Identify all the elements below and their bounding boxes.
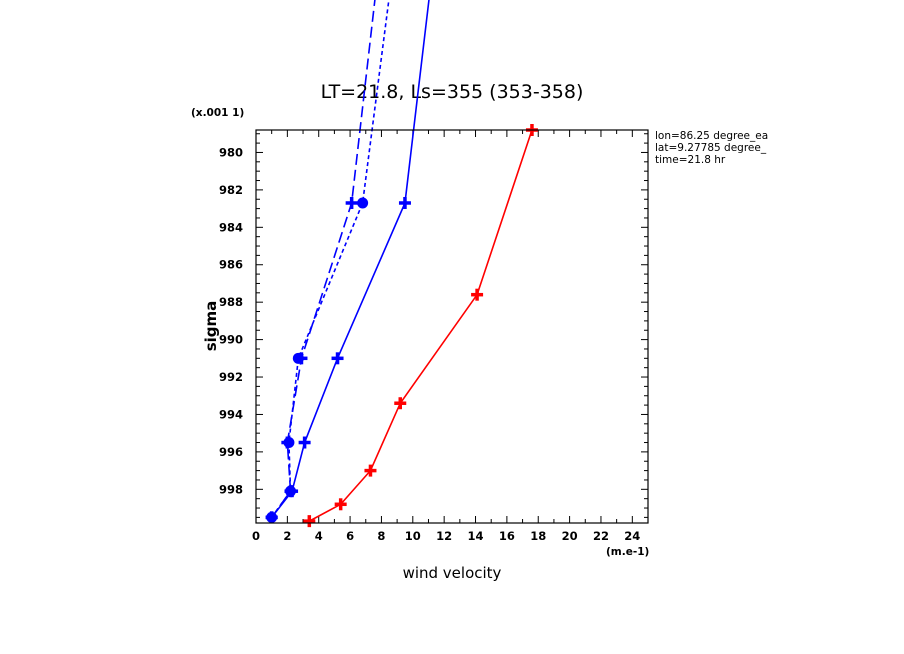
data-point xyxy=(394,397,407,410)
y-axis-label: sigma xyxy=(202,301,220,352)
plot-frame xyxy=(255,129,649,524)
x-tick-label: 8 xyxy=(377,529,385,543)
x-axis-label: wind velocity xyxy=(403,564,502,582)
y-tick-label: 994 xyxy=(219,407,243,421)
x-tick-label: 12 xyxy=(436,529,452,543)
info-line: lat=9.27785 degree_ xyxy=(655,142,767,154)
y-tick-label: 992 xyxy=(219,370,243,384)
data-point xyxy=(303,515,316,528)
data-point xyxy=(295,352,308,365)
x-tick-label: 22 xyxy=(593,529,609,543)
chart-title: LT=21.8, Ls=355 (353-358) xyxy=(321,81,584,103)
x-tick-label: 16 xyxy=(499,529,515,543)
x-units-label: (m.e-1) xyxy=(606,546,649,558)
data-point xyxy=(398,196,411,209)
y-tick-label: 998 xyxy=(219,482,243,496)
data-point xyxy=(281,436,294,449)
y-tick-label: 984 xyxy=(219,220,243,234)
data-point xyxy=(364,464,377,477)
data-point xyxy=(284,485,297,498)
series-line xyxy=(308,129,533,522)
x-tick-label: 4 xyxy=(315,529,323,543)
y-tick-label: 982 xyxy=(219,183,243,197)
series-1 xyxy=(303,124,538,528)
data-point xyxy=(345,196,358,209)
data-point xyxy=(331,352,344,365)
data-point xyxy=(334,498,347,511)
y-tick-label: 986 xyxy=(219,258,243,272)
y-tick-label: 990 xyxy=(219,333,243,347)
info-line: time=21.8 hr xyxy=(655,154,726,166)
y-tick-label: 996 xyxy=(219,445,243,459)
data-point xyxy=(298,436,311,449)
x-tick-label: 10 xyxy=(405,529,421,543)
series-line xyxy=(271,0,376,518)
x-tick-label: 20 xyxy=(562,529,578,543)
x-tick-label: 2 xyxy=(283,529,291,543)
y-units-label: (x.001 1) xyxy=(191,107,244,119)
x-tick-label: 18 xyxy=(530,529,546,543)
x-tick-label: 6 xyxy=(346,529,354,543)
data-point xyxy=(471,288,484,301)
series-2 xyxy=(265,0,430,524)
y-tick-label: 980 xyxy=(219,145,243,159)
x-tick-label: 0 xyxy=(252,529,260,543)
series-line xyxy=(271,0,430,518)
x-tick-label: 24 xyxy=(624,529,640,543)
data-point xyxy=(357,197,369,209)
x-tick-label: 14 xyxy=(468,529,484,543)
series-4 xyxy=(265,0,376,524)
data-point xyxy=(265,511,278,524)
y-tick-label: 988 xyxy=(219,295,243,309)
info-line: lon=86.25 degree_ea xyxy=(655,130,768,142)
